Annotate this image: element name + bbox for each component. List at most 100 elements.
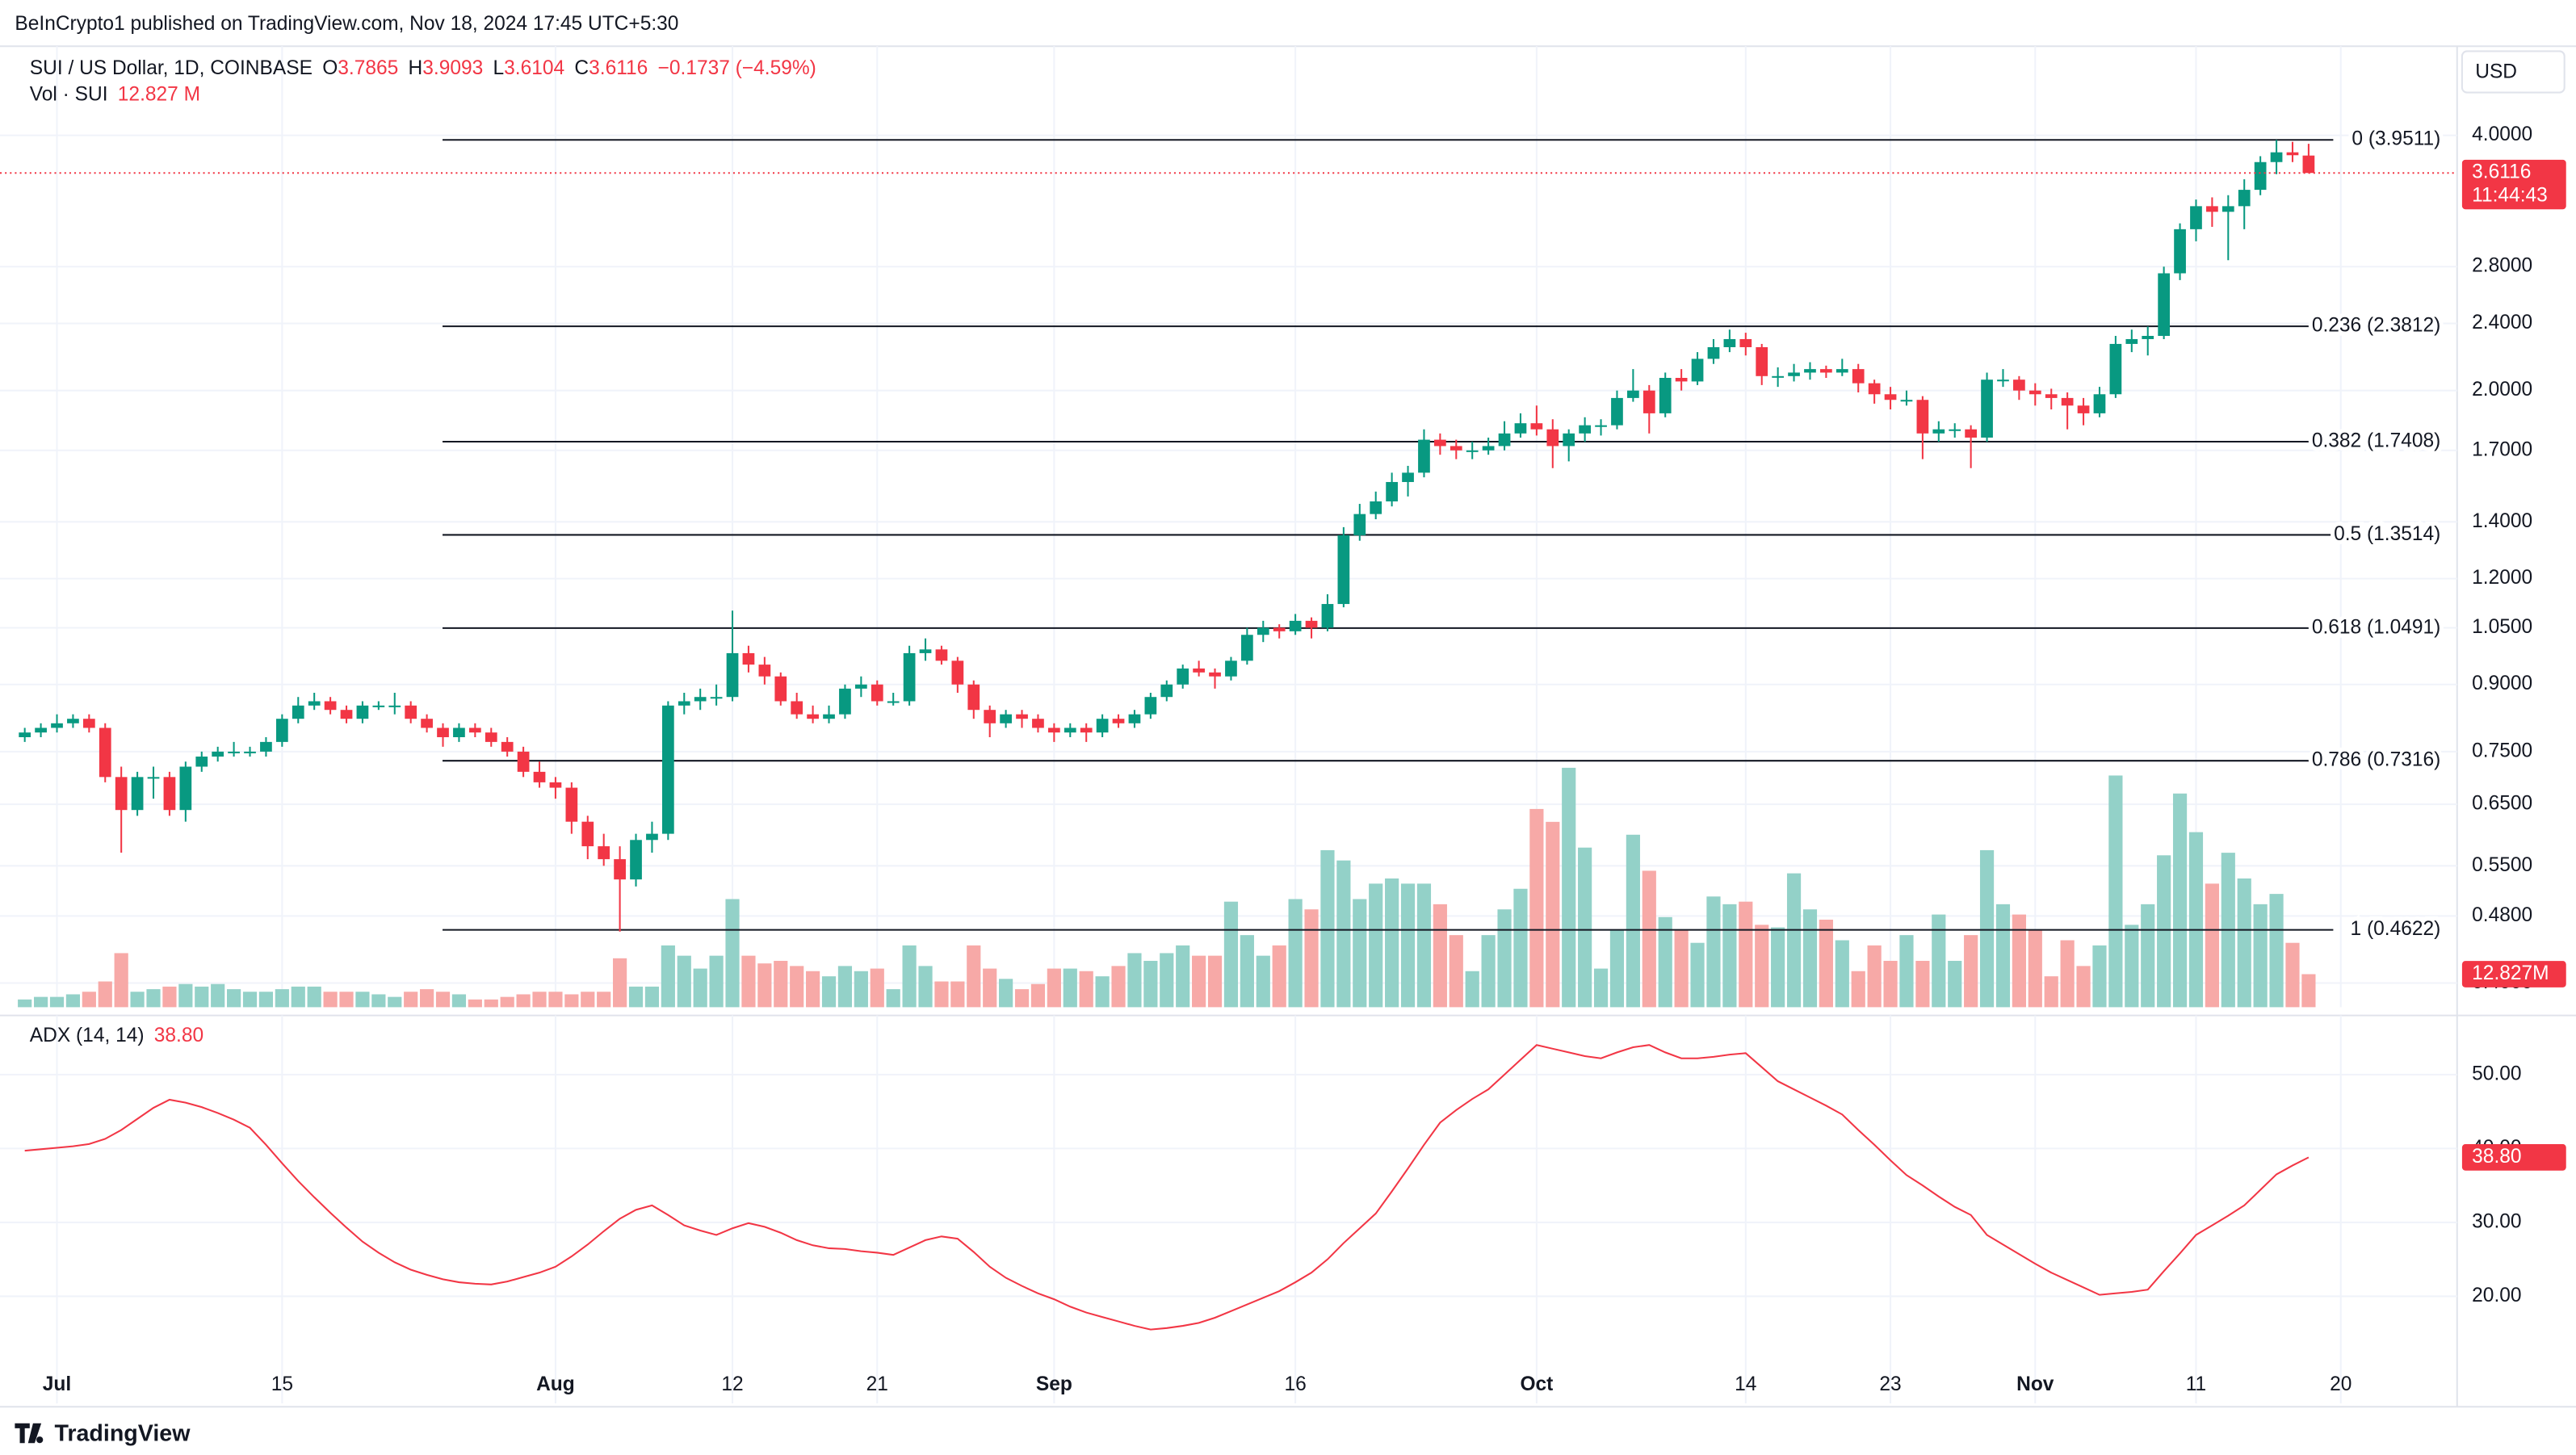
- volume-legend: Vol · SUI 12.827 M: [30, 84, 200, 106]
- candle-body: [758, 665, 771, 677]
- fib-label: 0.618 (1.0491): [2312, 616, 2440, 638]
- candle-body: [1160, 684, 1173, 698]
- x-tick-label: 23: [1879, 1373, 1901, 1395]
- volume-bar: [1706, 896, 1721, 1008]
- candle-body: [839, 688, 851, 715]
- volume-bar: [1899, 935, 1914, 1008]
- currency-box[interactable]: [2461, 50, 2566, 94]
- volume-bars: [18, 767, 2316, 1008]
- volume-bar: [82, 992, 96, 1008]
- volume-bar: [1964, 935, 1978, 1008]
- volume-bar: [258, 992, 274, 1008]
- volume-bar: [2028, 929, 2042, 1008]
- volume-name[interactable]: Vol · SUI: [30, 84, 108, 106]
- candle-body: [871, 684, 883, 702]
- volume-bar: [1030, 983, 1046, 1008]
- adx-legend: ADX (14, 14) 38.80: [30, 1025, 203, 1047]
- candle-body: [1563, 433, 1575, 447]
- candle-body: [1209, 672, 1221, 677]
- candle-body: [1337, 535, 1350, 605]
- candle-body: [678, 701, 690, 706]
- adx-title[interactable]: ADX (14, 14): [30, 1025, 145, 1047]
- candle-body: [67, 719, 79, 723]
- x-tick-label: Sep: [1036, 1373, 1072, 1395]
- volume-bar: [1369, 883, 1383, 1008]
- volume-bar: [1433, 904, 1447, 1008]
- candle-body: [774, 676, 787, 702]
- candle-body: [1900, 400, 1913, 402]
- candle-body: [2125, 338, 2138, 344]
- volume-bar: [1883, 961, 1898, 1008]
- candle-body: [388, 705, 401, 707]
- volume-bar: [2253, 904, 2268, 1008]
- candle-body: [1611, 397, 1623, 426]
- candle-body: [2013, 379, 2025, 391]
- volume-bar: [1835, 940, 1849, 1008]
- volume-bar: [178, 983, 193, 1008]
- candle-body: [1530, 423, 1543, 430]
- volume-bar: [1320, 849, 1335, 1008]
- candle-body: [1949, 429, 1961, 431]
- volume-bar: [2060, 940, 2075, 1008]
- candle-body: [581, 821, 594, 847]
- candle-body: [2221, 206, 2234, 212]
- candle-body: [1128, 714, 1141, 723]
- candle-body: [2174, 229, 2186, 274]
- candle-body: [1321, 604, 1334, 628]
- candle-body: [1273, 627, 1286, 631]
- candle-body: [1723, 338, 1736, 347]
- ohlc-label: O: [322, 57, 338, 79]
- currency[interactable]: USD: [2475, 61, 2517, 82]
- x-tick-label: Nov: [2016, 1373, 2054, 1395]
- volume-bar: [1948, 961, 1962, 1008]
- volume-bar: [1353, 899, 1367, 1008]
- candle-body: [82, 719, 95, 728]
- y-tick-label: 1.7000: [2472, 438, 2532, 460]
- volume-bar: [1674, 929, 1689, 1008]
- fib-label: 0.5 (1.3514): [2334, 523, 2440, 545]
- candle-body: [131, 777, 144, 811]
- volume-bar: [2108, 775, 2123, 1008]
- candle-body: [1402, 472, 1414, 482]
- candle-body: [275, 719, 288, 742]
- candle-body: [951, 660, 964, 685]
- candle-body: [2142, 336, 2154, 339]
- volume-bar: [661, 945, 675, 1008]
- volume-bar: [597, 992, 611, 1008]
- candle-body: [984, 710, 996, 723]
- volume-bar: [1192, 955, 1206, 1008]
- volume-bar: [1995, 904, 2011, 1008]
- candle-body: [260, 741, 272, 752]
- volume-bar: [741, 955, 756, 1008]
- candle-body: [468, 728, 481, 733]
- volume-bar: [886, 989, 900, 1008]
- y-tick-label: 2.8000: [2472, 255, 2532, 277]
- volume-bar: [388, 996, 402, 1008]
- candle-body: [244, 751, 256, 753]
- candle-body: [19, 732, 31, 737]
- volume-bar: [1336, 860, 1351, 1008]
- candle-body: [292, 705, 304, 719]
- candle-body: [1932, 429, 1945, 434]
- y-tick-label: 2.0000: [2472, 379, 2532, 400]
- volume-bar: [49, 996, 65, 1008]
- volume-bar: [1497, 909, 1512, 1008]
- volume-bar: [1079, 971, 1093, 1008]
- candle-body: [1675, 377, 1688, 382]
- candle-body: [533, 771, 546, 782]
- volume-bar: [1609, 929, 1625, 1008]
- candle-body: [614, 859, 626, 880]
- adx-reading: 38.80: [154, 1025, 203, 1047]
- candle-body: [501, 741, 514, 752]
- symbol-title[interactable]: SUI / US Dollar, 1D, COINBASE: [30, 57, 313, 79]
- candle-body: [1579, 425, 1591, 434]
- candle-body: [340, 710, 353, 719]
- volume-bar: [65, 994, 81, 1008]
- volume-bar: [1546, 821, 1560, 1008]
- candle-body: [437, 728, 449, 737]
- candle-body: [1595, 425, 1607, 427]
- candle-body: [1659, 377, 1672, 413]
- candle-body: [1466, 450, 1479, 452]
- candle-body: [324, 701, 337, 711]
- y-tick-label: 0.9000: [2472, 673, 2532, 694]
